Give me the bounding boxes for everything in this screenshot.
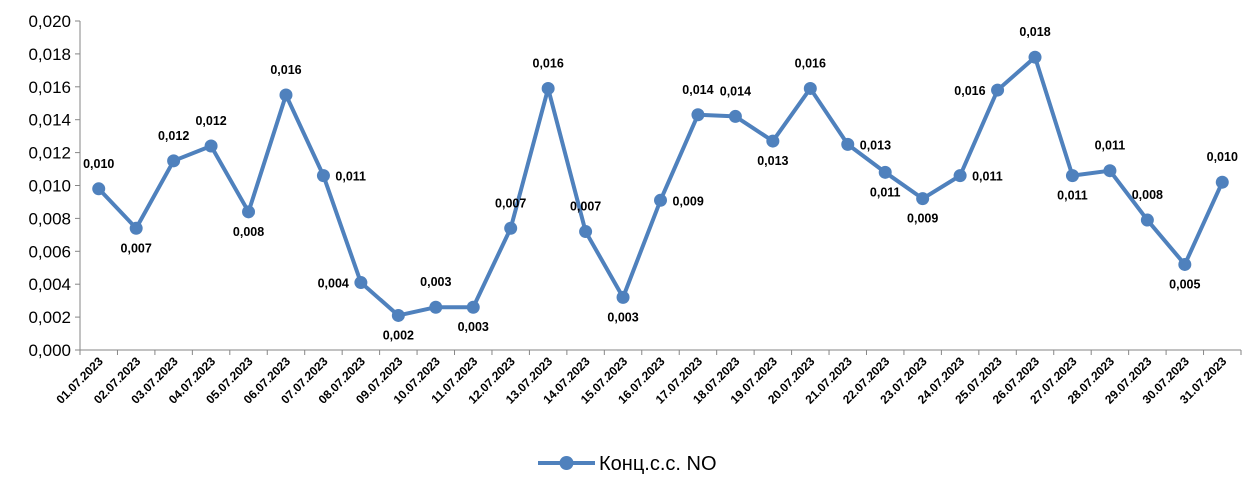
data-label: 0,011 [870,185,901,199]
data-label: 0,007 [121,241,152,255]
data-point [504,221,518,235]
data-point [616,290,630,304]
series-layer [92,50,1229,322]
data-point [1103,164,1117,178]
data-point [279,88,293,102]
data-point [766,134,780,148]
data-label: 0,016 [270,63,301,77]
data-label: 0,014 [682,83,713,97]
y-tick-label: 0,020 [28,12,71,31]
data-label: 0,007 [495,196,526,210]
data-label: 0,008 [233,225,264,239]
data-point [841,137,855,151]
data-point [953,169,967,183]
data-label: 0,009 [673,194,704,208]
data-label: 0,003 [420,275,451,289]
y-tick-label: 0,010 [28,177,71,196]
y-tick-label: 0,008 [28,209,71,228]
data-label: 0,018 [1019,25,1050,39]
data-point [541,81,555,95]
data-label: 0,011 [1057,189,1088,203]
data-label: 0,016 [795,56,826,70]
y-tick-label: 0,006 [28,242,71,261]
data-point [129,221,143,235]
data-label: 0,013 [757,154,788,168]
data-point [429,300,443,314]
data-label: 0,003 [458,320,489,334]
data-point [1215,175,1229,189]
data-label: 0,010 [1207,150,1238,164]
y-tick-label: 0,012 [28,144,71,163]
y-tick-label: 0,014 [28,111,71,130]
data-label: 0,012 [195,114,226,128]
y-tick-label: 0,000 [28,341,71,360]
data-point [167,154,181,168]
data-point [691,108,705,122]
legend: Конц.с.с. NO [538,453,717,475]
data-point [803,81,817,95]
data-point [991,83,1005,97]
data-point [354,276,368,290]
legend-label: Конц.с.с. NO [599,453,717,475]
y-tick-label: 0,004 [28,275,71,294]
data-point [916,192,930,206]
data-point [242,205,256,219]
data-label: 0,013 [860,138,891,152]
data-label: 0,003 [607,310,638,324]
data-point [1065,169,1079,183]
data-point [878,165,892,179]
data-point [466,300,480,314]
data-label: 0,002 [383,328,414,342]
data-point [316,169,330,183]
legend-marker-swatch [559,456,574,470]
data-label: 0,010 [83,157,114,171]
y-tick-label: 0,018 [28,45,71,64]
data-labels: 0,010 0,007 0,012 0,012 0,008 0,016 0,011 0,004… [83,25,1238,342]
data-point [204,139,218,153]
data-point [1178,257,1192,271]
data-label: 0,009 [907,212,938,226]
axes [79,21,1241,351]
data-label: 0,012 [158,129,189,143]
data-label: 0,016 [533,56,564,70]
data-point [1028,50,1042,64]
data-point [92,182,106,196]
data-label: 0,011 [972,170,1003,184]
data-point [728,109,742,123]
data-label: 0,016 [954,84,985,98]
data-point [579,225,593,239]
data-point [1140,213,1154,227]
data-label: 0,014 [720,84,751,98]
y-tick-label: 0,016 [28,78,71,97]
data-label: 0,011 [1095,139,1126,153]
data-label: 0,004 [318,277,349,291]
series-line [97,55,1225,318]
data-label: 0,007 [570,200,601,214]
data-label: 0,008 [1132,188,1163,202]
data-point [654,193,667,207]
data-label: 0,011 [335,170,366,184]
y-axis-ticks: 0,000 0,002 0,004 0,006 0,008 0,010 0,012 0,014… [28,12,80,360]
data-point [391,308,405,322]
x-axis-ticks: 01.07.202302.07.202303.07.202304.07.2023… [53,350,1242,407]
y-tick-label: 0,002 [28,308,71,327]
data-label: 0,005 [1169,277,1200,291]
